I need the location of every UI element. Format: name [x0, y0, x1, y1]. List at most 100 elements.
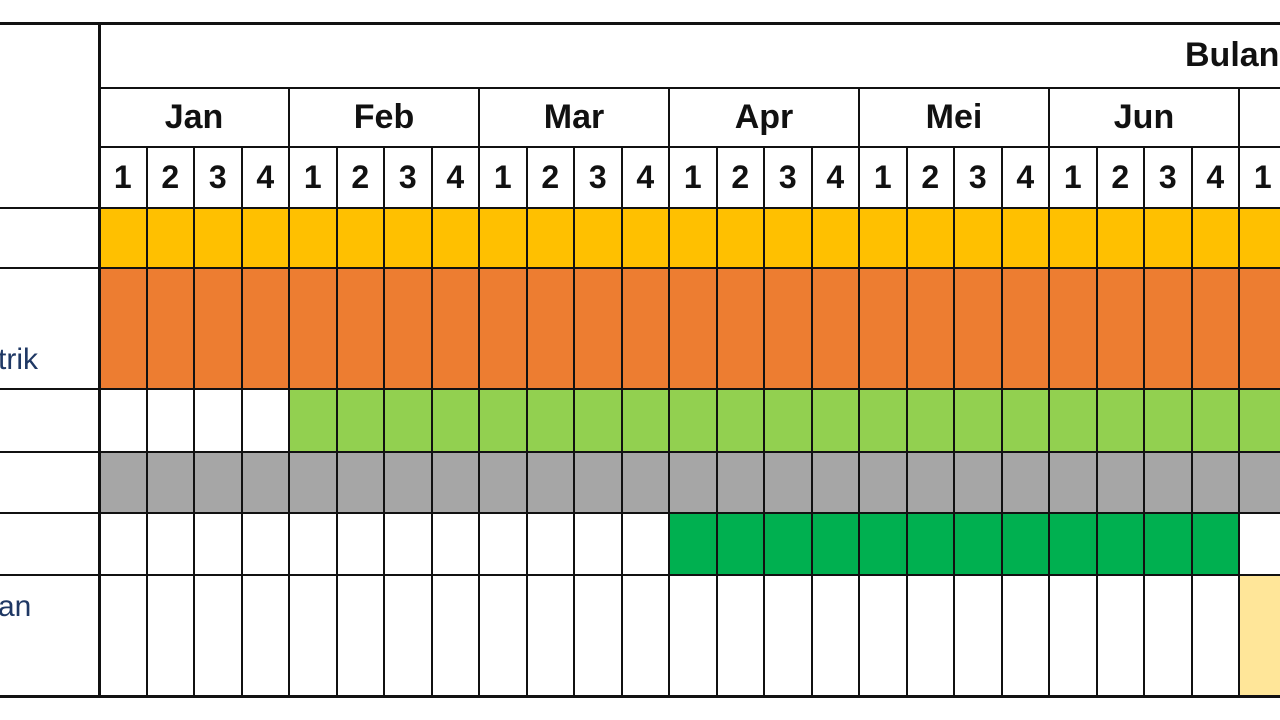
row-1-week-9: [479, 208, 527, 268]
row-3-week-23: [1144, 389, 1192, 452]
row-3-week-19: [954, 389, 1002, 452]
week-number: 3: [398, 159, 417, 195]
row-4-week-13: [669, 452, 717, 513]
row-5-week-6: [336, 513, 384, 575]
week-number: 3: [588, 159, 607, 195]
month-label-mei: Mei: [925, 98, 983, 136]
row-5-week-23: [1144, 513, 1192, 575]
row-1-week-8: [431, 208, 479, 268]
week-number: 2: [351, 159, 370, 195]
row-3-week-14: [716, 389, 764, 452]
grid-line-month: [668, 87, 670, 697]
row-3-week-13: [669, 389, 717, 452]
row-2-week-25: [1239, 268, 1280, 389]
grid-line-week: [810, 146, 813, 697]
row-2-week-22: [1096, 268, 1144, 389]
week-number: 1: [113, 159, 132, 195]
row-3-week-8: [431, 389, 479, 452]
grid-line-top: [0, 22, 1280, 25]
row-6-week-12: [621, 575, 669, 696]
week-number: 3: [1158, 159, 1177, 195]
row-3-week-5: [289, 389, 337, 452]
row-3-week-11: [574, 389, 622, 452]
week-number: 2: [731, 159, 750, 195]
row-2-week-11: [574, 268, 622, 389]
row-4-week-11: [574, 452, 622, 513]
row-4-week-9: [479, 452, 527, 513]
month-label-jun: Jun: [1113, 98, 1175, 136]
row-label-2: trik: [0, 343, 38, 376]
row-4-week-10: [526, 452, 574, 513]
row-1-week-3: [194, 208, 242, 268]
week-number: 2: [921, 159, 940, 195]
row-3-week-17: [859, 389, 907, 452]
week-number: 3: [208, 159, 227, 195]
row-5-week-12: [621, 513, 669, 575]
grid-line-week: [715, 146, 718, 697]
row-4-week-1: [99, 452, 147, 513]
grid-line-row: [0, 512, 1280, 514]
row-3-week-21: [1049, 389, 1097, 452]
row-4-week-15: [764, 452, 812, 513]
row-3-week-3: [194, 389, 242, 452]
row-4-week-21: [1049, 452, 1097, 513]
row-3-week-18: [906, 389, 954, 452]
week-number: 1: [1063, 159, 1082, 195]
row-5-week-10: [526, 513, 574, 575]
row-2-week-9: [479, 268, 527, 389]
grid-line-week: [430, 146, 433, 697]
row-4-week-6: [336, 452, 384, 513]
row-5-week-19: [954, 513, 1002, 575]
row-3-week-12: [621, 389, 669, 452]
row-3-week-6: [336, 389, 384, 452]
row-1-week-18: [906, 208, 954, 268]
grid-line-row: [0, 695, 1280, 698]
row-3-week-7: [384, 389, 432, 452]
week-number: 2: [1111, 159, 1130, 195]
grid-line-week: [1095, 146, 1098, 697]
row-4-week-2: [146, 452, 194, 513]
row-2-week-13: [669, 268, 717, 389]
row-2-week-19: [954, 268, 1002, 389]
row-2-week-12: [621, 268, 669, 389]
month-label-feb: Feb: [353, 98, 415, 136]
row-1-week-1: [99, 208, 147, 268]
grid-line-week: [953, 146, 955, 697]
row-4-week-19: [954, 452, 1002, 513]
row-3-week-4: [241, 389, 289, 452]
row-6-week-4: [241, 575, 289, 696]
grid-line-row: [0, 388, 1280, 390]
grid-line-month: [288, 87, 290, 697]
row-3-week-1: [99, 389, 147, 452]
row-6-week-20: [1001, 575, 1049, 696]
row-4-week-16: [811, 452, 859, 513]
row-6-week-24: [1191, 575, 1239, 696]
grid-line-week: [573, 146, 575, 697]
row-1-week-24: [1191, 208, 1239, 268]
grid-line-week: [145, 146, 148, 697]
row-1-week-13: [669, 208, 717, 268]
grid-line-row: [0, 207, 1280, 209]
grid-line-month: [1238, 87, 1240, 697]
row-2-week-2: [146, 268, 194, 389]
row-5-week-2: [146, 513, 194, 575]
week-number: 1: [493, 159, 512, 195]
grid-line-row: [0, 451, 1280, 453]
row-6-week-10: [526, 575, 574, 696]
row-3-week-22: [1096, 389, 1144, 452]
row-5-week-24: [1191, 513, 1239, 575]
row-1-week-19: [954, 208, 1002, 268]
row-4-week-4: [241, 452, 289, 513]
row-2-week-23: [1144, 268, 1192, 389]
row-4-week-5: [289, 452, 337, 513]
row-5-week-21: [1049, 513, 1097, 575]
row-6-week-7: [384, 575, 432, 696]
row-6-week-2: [146, 575, 194, 696]
row-4-week-14: [716, 452, 764, 513]
row-4-week-25: [1239, 452, 1280, 513]
row-5-week-16: [811, 513, 859, 575]
grid-line-week: [620, 146, 623, 697]
row-6-week-22: [1096, 575, 1144, 696]
week-number: 3: [968, 159, 987, 195]
row-5-week-15: [764, 513, 812, 575]
